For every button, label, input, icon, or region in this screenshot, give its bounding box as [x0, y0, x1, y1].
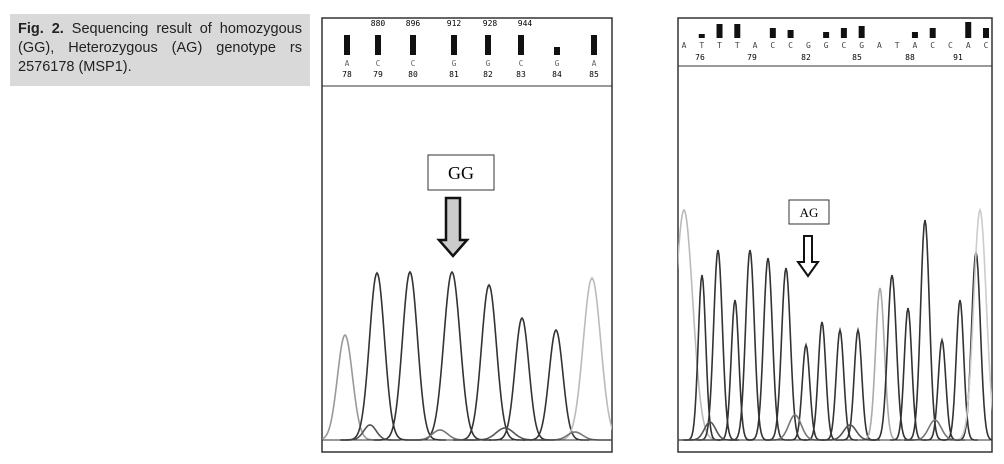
- position-number: 82: [483, 70, 493, 79]
- quality-bar: [375, 35, 381, 55]
- caption-label: Fig. 2.: [18, 21, 64, 37]
- base-call: G: [452, 59, 457, 68]
- quality-bar: [983, 28, 989, 38]
- label-box: [427, 154, 495, 191]
- position-number: 85: [589, 70, 599, 79]
- quality-bar: [734, 24, 741, 38]
- base-call: C: [519, 59, 524, 68]
- quality-bar: [965, 22, 972, 38]
- base-call: C: [841, 41, 846, 50]
- genotype-label: AG: [800, 205, 819, 220]
- ruler-label: 912: [447, 19, 462, 28]
- quality-bar: [485, 35, 491, 55]
- quality-bar: [518, 35, 524, 55]
- trace-peak: [684, 274, 720, 441]
- trace-peak: [678, 208, 726, 441]
- quality-bar: [769, 28, 776, 38]
- base-call: A: [592, 59, 597, 68]
- quality-bar: [716, 24, 723, 38]
- quality-bar: [698, 34, 705, 38]
- trace-peak: [453, 283, 525, 441]
- base-call: C: [788, 41, 793, 50]
- ruler-label: 896: [406, 19, 421, 28]
- arrow: [436, 196, 470, 258]
- label-box: [788, 199, 830, 225]
- trace-peak: [765, 267, 807, 441]
- position-number: 83: [516, 70, 526, 79]
- position-number: 82: [801, 53, 811, 62]
- quality-bar: [823, 32, 830, 38]
- position-number: 80: [408, 70, 418, 79]
- base-call: A: [877, 41, 882, 50]
- quality-bar: [929, 28, 936, 38]
- trace-peak: [550, 276, 612, 441]
- quality-bar: [787, 30, 794, 38]
- base-call: C: [770, 41, 775, 50]
- ruler-label: 880: [371, 19, 386, 28]
- trace: [678, 207, 992, 441]
- ruler-label: 944: [518, 19, 533, 28]
- quality-bar: [858, 26, 865, 38]
- base-call: A: [913, 41, 918, 50]
- quality-bar: [591, 35, 597, 55]
- base-call: A: [345, 59, 350, 68]
- quality-bar: [554, 47, 560, 55]
- quality-bar: [840, 28, 847, 38]
- trace-peak: [942, 299, 978, 441]
- ruler-label: 928: [483, 19, 498, 28]
- base-call: T: [699, 41, 704, 50]
- base-call: G: [806, 41, 811, 50]
- base-call: G: [859, 41, 864, 50]
- quality-bar: [911, 32, 918, 38]
- quality-bar: [451, 35, 457, 55]
- caption-text: Sequencing result of homozygous (GG), He…: [18, 21, 302, 75]
- caption: Fig. 2. Sequencing result of homozygous …: [10, 14, 310, 86]
- position-number: 79: [747, 53, 757, 62]
- position-number: 78: [342, 70, 352, 79]
- trace-peak: [871, 274, 913, 441]
- position-number: 91: [953, 53, 963, 62]
- base-call: T: [735, 41, 740, 50]
- position-number: 88: [905, 53, 915, 62]
- base-call: C: [930, 41, 935, 50]
- base-call: C: [376, 59, 381, 68]
- base-call: T: [717, 41, 722, 50]
- base-call: A: [682, 41, 687, 50]
- trace-peak: [322, 333, 381, 441]
- trace-peak: [950, 207, 992, 441]
- base-call: A: [966, 41, 971, 50]
- trace-peak: [747, 257, 789, 441]
- arrow: [796, 235, 820, 278]
- trace-peak: [904, 219, 946, 441]
- base-call: T: [895, 41, 900, 50]
- position-number: 81: [449, 70, 459, 79]
- base-call: C: [411, 59, 416, 68]
- trace-peak: [729, 249, 771, 441]
- base-call: G: [555, 59, 560, 68]
- position-number: 85: [852, 53, 862, 62]
- genotype-label: GG: [448, 163, 474, 183]
- base-call: G: [824, 41, 829, 50]
- base-call: A: [753, 41, 758, 50]
- position-number: 76: [695, 53, 705, 62]
- quality-bar: [410, 35, 416, 55]
- base-call: C: [984, 41, 989, 50]
- quality-bar: [344, 35, 350, 55]
- base-call: C: [948, 41, 953, 50]
- position-number: 84: [552, 70, 562, 79]
- trace-peak: [697, 249, 739, 441]
- position-number: 79: [373, 70, 383, 79]
- base-call: G: [486, 59, 491, 68]
